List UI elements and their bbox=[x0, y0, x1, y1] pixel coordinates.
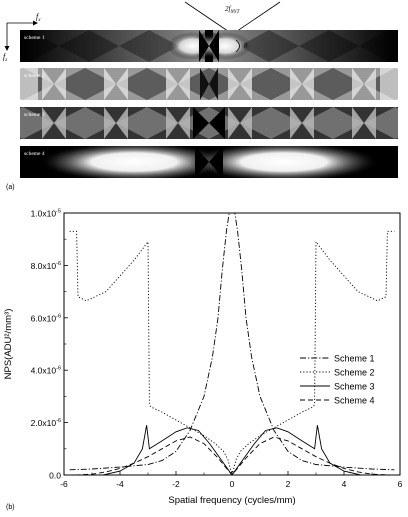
x-tick-label: 4 bbox=[342, 479, 347, 489]
axis-fx: fx bbox=[7, 12, 41, 26]
panel-a-label: (a) bbox=[6, 184, 15, 191]
scheme-strip-label: scheme 4 bbox=[24, 151, 45, 157]
y-tick-label: 6.0x10-6 bbox=[31, 313, 61, 323]
legend-label: Scheme 4 bbox=[334, 396, 375, 406]
panel-b: 0.0 2.0x10-6 4.0x10-6 6.0x10-6 8.0x10-6 1.0x1… bbox=[3, 209, 403, 512]
x-tick-label: 2 bbox=[286, 479, 291, 489]
x-tick-label: 0 bbox=[230, 479, 235, 489]
angle-arc bbox=[235, 39, 240, 53]
y-tick-label: 8.0x10-6 bbox=[31, 261, 61, 271]
x-tick-label: -4 bbox=[116, 479, 124, 489]
y-tick-label: 0.0 bbox=[49, 471, 61, 481]
y-axis: 0.0 2.0x10-6 4.0x10-6 6.0x10-6 8.0x10-6 1.0x1… bbox=[31, 209, 68, 481]
scheme-strip-2: scheme 2 bbox=[20, 68, 398, 100]
axis-fz-label: fz bbox=[3, 52, 7, 63]
scheme-strip-4: scheme 4 bbox=[20, 146, 398, 178]
series-line-4 bbox=[75, 436, 389, 475]
y-tick-label: 2.0x10-6 bbox=[31, 418, 61, 428]
legend-label: Scheme 3 bbox=[334, 382, 375, 392]
nyquist-annotation: 2fNYT bbox=[225, 5, 241, 15]
axis-fz: fz bbox=[3, 23, 10, 63]
scheme-strips: scheme 1 scheme 2 scheme 3 scheme 4 bbox=[20, 30, 398, 178]
scheme-strip-label: scheme 1 bbox=[24, 35, 45, 41]
y-tick-label: 4.0x10-6 bbox=[31, 366, 61, 376]
series-group bbox=[69, 213, 395, 475]
y-tick-label: 1.0x10-5 bbox=[31, 209, 61, 219]
plot-frame bbox=[63, 212, 401, 476]
scheme-strip-label: scheme 2 bbox=[24, 73, 45, 79]
series-line-3 bbox=[103, 425, 361, 475]
legend-label: Scheme 2 bbox=[334, 368, 375, 378]
legend-label: Scheme 1 bbox=[334, 354, 375, 364]
y-axis-label: NPS(ADU²/mm³) bbox=[3, 309, 14, 380]
x-tick-label: 6 bbox=[398, 479, 403, 489]
scheme-strip-3: scheme 3 bbox=[20, 107, 398, 139]
legend: Scheme 1 Scheme 2 Scheme 3 Scheme 4 bbox=[300, 354, 375, 406]
x-axis-label: Spatial frequency (cycles/mm) bbox=[168, 495, 295, 506]
scheme-strip-1: scheme 1 bbox=[20, 30, 398, 62]
scheme-strip-label: scheme 3 bbox=[24, 112, 45, 118]
axis-fx-label: fx bbox=[36, 12, 41, 23]
x-tick-label: -2 bbox=[172, 479, 180, 489]
angle-label: θ bbox=[244, 42, 248, 50]
panel-b-label: (b) bbox=[6, 504, 15, 511]
x-tick-label: -6 bbox=[60, 479, 68, 489]
series-line-1 bbox=[69, 213, 395, 471]
x-axis: -6 -4 -2 0 2 4 6 bbox=[60, 471, 403, 489]
